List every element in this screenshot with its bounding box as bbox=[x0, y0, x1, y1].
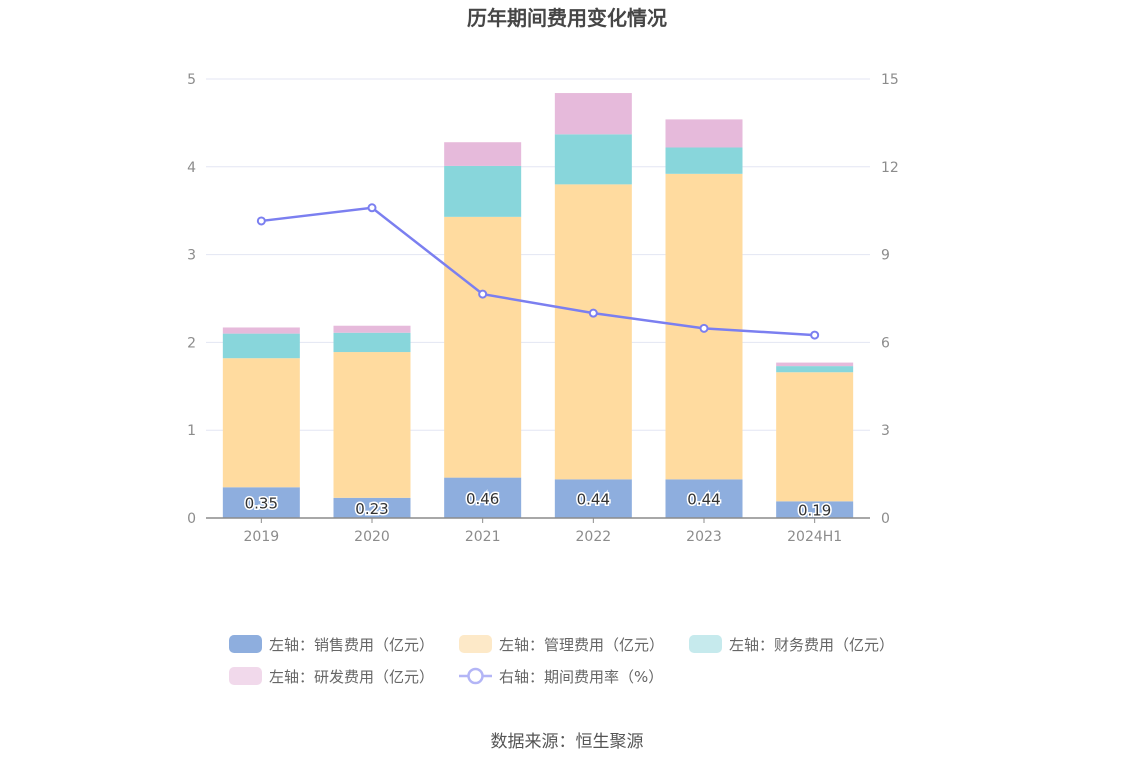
bar-segment bbox=[333, 352, 411, 498]
legend-label: 左轴：销售费用（亿元） bbox=[269, 636, 434, 654]
bar-segment bbox=[554, 184, 632, 480]
bar-segment bbox=[665, 119, 743, 148]
rate-point bbox=[367, 203, 377, 213]
legend-item[interactable]: 左轴：管理费用（亿元） bbox=[459, 635, 664, 654]
chart-title: 历年期间费用变化情况 bbox=[467, 6, 667, 30]
bar-segment bbox=[665, 479, 743, 518]
data-label: 0.19 bbox=[798, 502, 831, 520]
bar-segment bbox=[554, 93, 632, 135]
line-series bbox=[256, 203, 820, 340]
x-tick-label: 2023 bbox=[686, 529, 722, 545]
grid bbox=[206, 78, 870, 431]
y-left-tick-label: 3 bbox=[187, 248, 196, 264]
x-tick-label: 2019 bbox=[244, 529, 280, 545]
x-tick-label: 2021 bbox=[465, 529, 501, 545]
bar-segment bbox=[776, 362, 854, 367]
bar-segment bbox=[444, 216, 522, 478]
legend[interactable]: 左轴：销售费用（亿元） 左轴：管理费用（亿元） 左轴：财务费用（亿元） 左轴：研发费用… bbox=[229, 635, 894, 686]
y-right-tick-label: 12 bbox=[881, 160, 899, 176]
legend-label: 右轴：期间费用率（%） bbox=[499, 668, 663, 686]
y-left-tick-label: 0 bbox=[187, 511, 196, 527]
rate-point bbox=[810, 330, 820, 340]
x-tick-label: 2022 bbox=[576, 529, 612, 545]
legend-swatch-icon bbox=[689, 635, 722, 653]
legend-label: 左轴：财务费用（亿元） bbox=[729, 636, 894, 654]
legend-item[interactable]: 左轴：财务费用（亿元） bbox=[689, 635, 894, 654]
legend-label: 左轴：研发费用（亿元） bbox=[269, 668, 434, 686]
data-label: 0.23 bbox=[355, 500, 388, 518]
legend-item[interactable]: 左轴：销售费用（亿元） bbox=[229, 635, 434, 654]
bar-segment bbox=[222, 327, 300, 334]
data-label: 0.44 bbox=[577, 491, 610, 509]
rate-point bbox=[699, 323, 709, 333]
bar-segment bbox=[333, 325, 411, 333]
rate-point bbox=[478, 289, 488, 299]
bar-segment bbox=[222, 358, 300, 488]
legend-swatch-icon bbox=[229, 635, 262, 653]
rate-point bbox=[256, 216, 266, 226]
data-labels: 0.35 0.23 0.46 0.44 0.44 0.19 bbox=[243, 488, 833, 521]
bar-segment bbox=[776, 366, 854, 373]
x-tick-label: 2024H1 bbox=[787, 529, 842, 545]
bar-segment bbox=[333, 332, 411, 353]
bars bbox=[222, 93, 854, 518]
bar-segment bbox=[554, 134, 632, 185]
bar-segment bbox=[444, 142, 522, 166]
y-left-tick-label: 2 bbox=[187, 335, 196, 351]
bar-segment bbox=[554, 479, 632, 518]
y-left-tick-label: 5 bbox=[187, 72, 196, 88]
y-right-tick-label: 9 bbox=[881, 248, 890, 264]
legend-item[interactable]: 左轴：研发费用（亿元） bbox=[229, 667, 434, 686]
rate-line bbox=[261, 206, 815, 337]
legend-swatch-icon bbox=[459, 635, 492, 653]
bar-segment bbox=[222, 333, 300, 359]
y-right-tick-label: 0 bbox=[881, 511, 890, 527]
legend-label: 左轴：管理费用（亿元） bbox=[499, 636, 664, 654]
y-right-tick-label: 15 bbox=[881, 72, 899, 88]
legend-swatch-icon bbox=[229, 667, 262, 685]
y-right-tick-label: 6 bbox=[881, 335, 890, 351]
data-label: 0.44 bbox=[687, 491, 720, 509]
legend-circle-icon bbox=[467, 667, 484, 685]
legend-item[interactable]: 右轴：期间费用率（%） bbox=[459, 667, 663, 686]
bar-segment bbox=[333, 497, 411, 518]
bar-segment bbox=[665, 147, 743, 174]
bar-segment bbox=[444, 165, 522, 217]
bar-segment bbox=[444, 477, 522, 518]
bar-segment bbox=[222, 487, 300, 518]
data-label: 0.46 bbox=[466, 490, 499, 508]
y-left-tick-label: 1 bbox=[187, 423, 196, 439]
bar-segment bbox=[776, 372, 854, 502]
y-right-tick-label: 3 bbox=[881, 423, 890, 439]
y-left-tick-label: 4 bbox=[187, 160, 196, 176]
source-text: 数据来源：恒生聚源 bbox=[491, 732, 644, 752]
bar-segment bbox=[776, 501, 854, 518]
x-tick-label: 2020 bbox=[354, 529, 390, 545]
data-label: 0.35 bbox=[245, 495, 278, 513]
rate-point bbox=[588, 308, 598, 318]
